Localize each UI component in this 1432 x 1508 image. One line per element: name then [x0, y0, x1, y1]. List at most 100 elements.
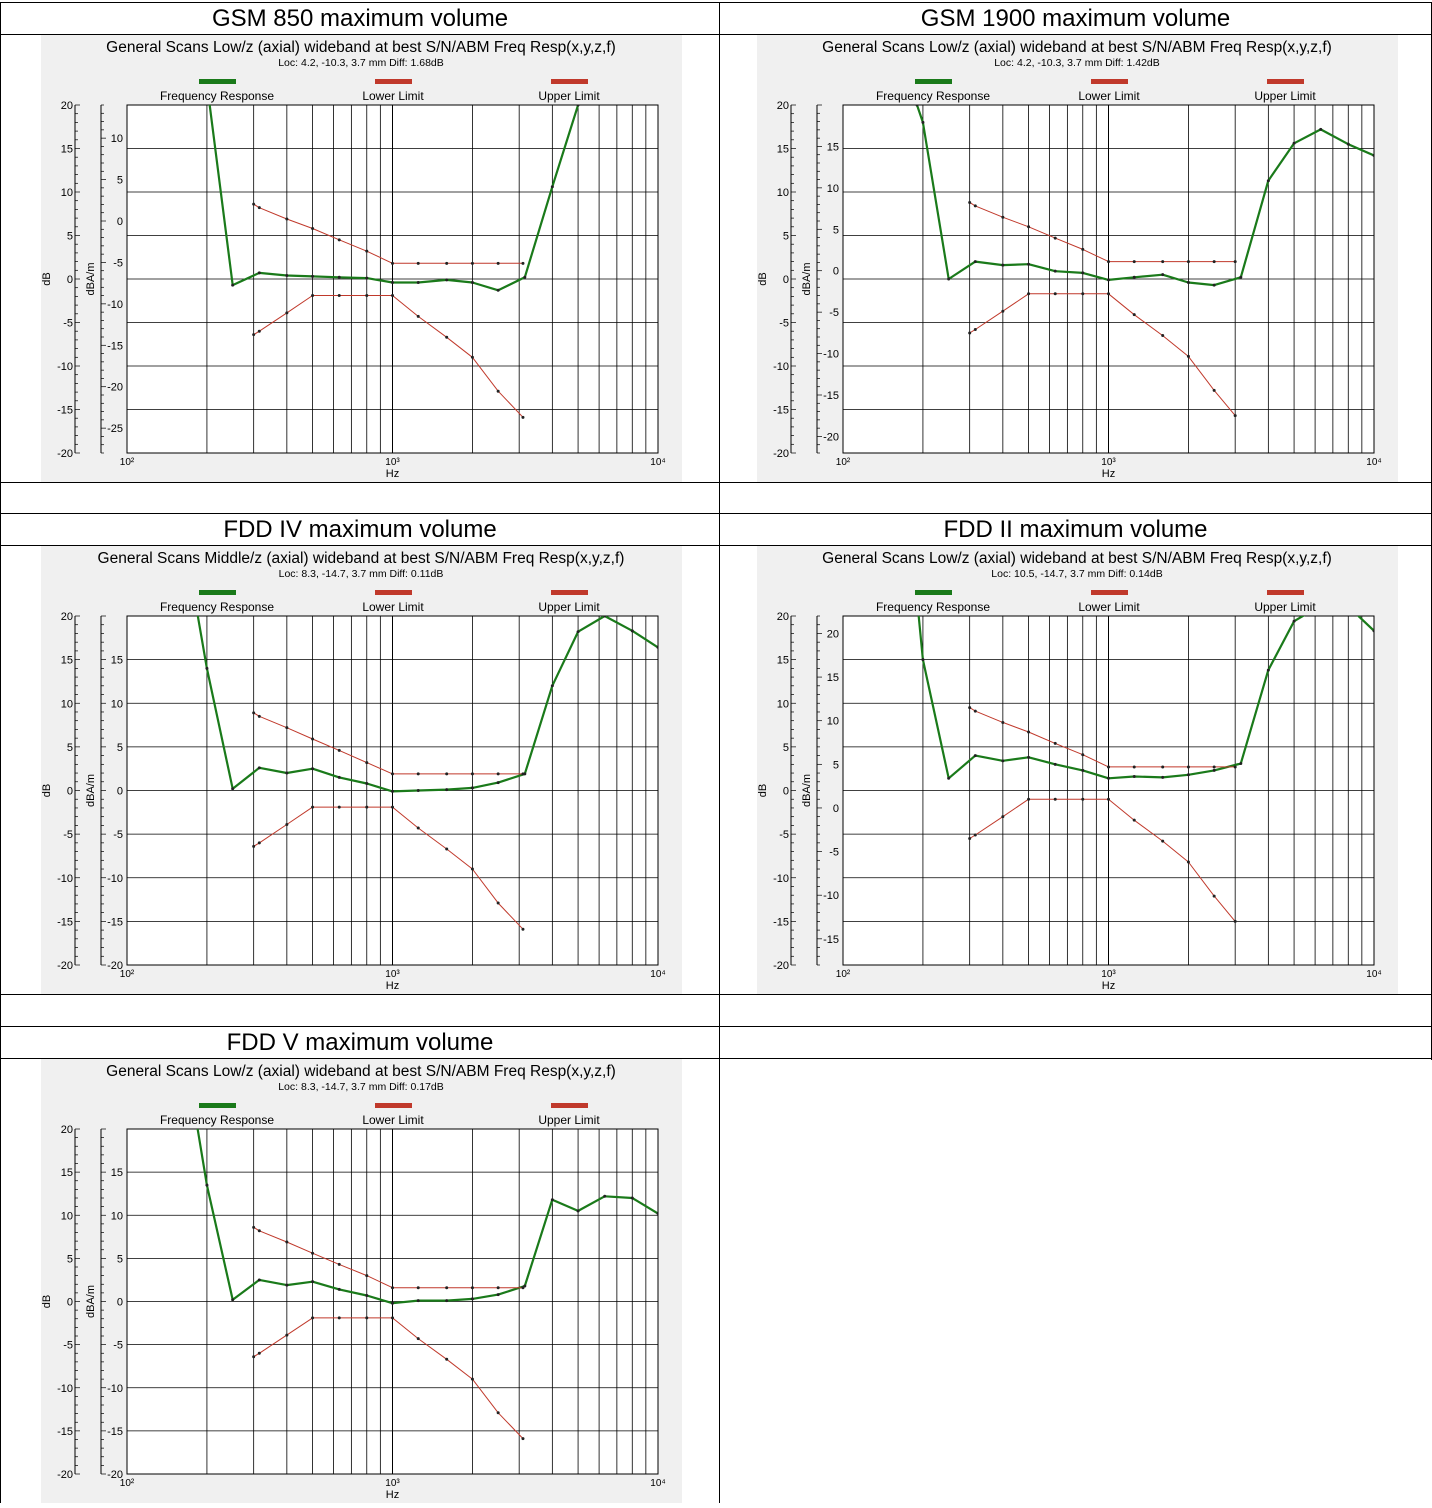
y-tick-label-right: 0 — [833, 803, 839, 815]
data-point — [1107, 776, 1110, 780]
chart-title: General Scans Low/z (axial) wideband at … — [822, 550, 1332, 567]
chart-title: General Scans Low/z (axial) wideband at … — [106, 39, 616, 56]
table-row-line — [0, 545, 1432, 546]
x-tick-label: 10⁴ — [650, 457, 665, 468]
data-point — [311, 767, 315, 771]
data-point — [252, 844, 256, 848]
x-axis-label: Hz — [1102, 980, 1115, 992]
data-point — [1186, 260, 1190, 264]
y-tick-label-left: 5 — [67, 231, 73, 243]
y-tick-label-left: 10 — [61, 698, 73, 710]
data-point — [337, 294, 341, 298]
data-point — [1161, 765, 1165, 769]
y-tick-label-left: 20 — [61, 100, 73, 112]
y-tick-label-left: -20 — [57, 960, 73, 972]
data-point — [1132, 275, 1136, 279]
chart-title: General Scans Middle/z (axial) wideband … — [98, 550, 625, 567]
data-point — [257, 329, 261, 333]
data-point — [576, 630, 580, 634]
chart-panel-gsm850: General Scans Low/z (axial) wideband at … — [41, 35, 682, 482]
data-point — [521, 1286, 525, 1290]
y-tick-label-left: 5 — [783, 742, 789, 754]
data-point — [470, 867, 474, 871]
legend-lower-limit-label: Lower Limit — [362, 89, 424, 103]
legend-frequency-response-label: Frequency Response — [876, 600, 990, 614]
y-tick-label-right: 5 — [833, 759, 839, 771]
data-point — [257, 766, 261, 770]
y-tick-label-left: 5 — [67, 1253, 73, 1265]
data-point — [1347, 605, 1350, 608]
data-point — [630, 1196, 634, 1200]
data-point — [1161, 273, 1165, 277]
table-border-left — [0, 2, 1, 1503]
legend-frequency-response-label: Frequency Response — [160, 600, 274, 614]
data-point — [416, 261, 420, 265]
data-point — [1001, 263, 1005, 267]
data-point — [1132, 765, 1136, 769]
series-upper-limit — [252, 202, 525, 265]
data-point — [1107, 765, 1110, 769]
y-tick-label-right: -20 — [107, 960, 123, 972]
data-point — [496, 1411, 500, 1415]
legend-frequency-response-swatch — [915, 79, 952, 84]
x-axis-label: Hz — [1102, 468, 1115, 480]
data-point — [973, 327, 977, 331]
data-point — [445, 847, 449, 851]
data-point — [968, 200, 972, 204]
data-point — [1081, 271, 1085, 275]
table-row-line — [0, 1058, 1432, 1059]
frequency-response-chart: General Scans Low/z (axial) wideband at … — [757, 550, 1382, 992]
cell-title-gsm1900: GSM 1900 maximum volume — [920, 5, 1231, 32]
data-point — [445, 772, 449, 776]
data-point — [391, 772, 394, 776]
data-point — [1186, 354, 1190, 358]
data-point — [496, 772, 500, 776]
data-point — [550, 1198, 554, 1202]
y-tick-label-right: 10 — [111, 698, 123, 710]
y-tick-label-left: -15 — [57, 1426, 73, 1438]
legend-frequency-response-swatch — [915, 590, 952, 595]
y-tick-label-left: 15 — [777, 144, 789, 156]
data-point — [1027, 262, 1031, 266]
y-tick-label-left: 20 — [777, 100, 789, 112]
x-tick-label: 10² — [120, 1478, 135, 1489]
data-point — [257, 841, 261, 845]
data-point — [337, 775, 341, 779]
y-tick-label-right: -15 — [107, 340, 123, 352]
data-point — [1161, 334, 1165, 338]
y-tick-label-right: 10 — [111, 1210, 123, 1222]
y-tick-label-right: -20 — [107, 1469, 123, 1481]
y-tick-label-left: -15 — [57, 405, 73, 417]
data-point — [1001, 720, 1005, 724]
data-point — [391, 1286, 394, 1290]
data-point — [311, 805, 315, 809]
data-point — [252, 1225, 256, 1229]
cell-title-fdd4: FDD IV maximum volume — [223, 516, 497, 543]
chart-title: General Scans Low/z (axial) wideband at … — [106, 1063, 616, 1080]
data-point — [1212, 260, 1216, 264]
data-point — [1186, 765, 1190, 769]
data-point — [337, 1262, 341, 1266]
y-tick-label-right: -20 — [107, 382, 123, 394]
series-frequency-response-line — [208, 105, 580, 292]
x-tick-label: 10³ — [385, 1478, 400, 1489]
y-tick-label-right: -5 — [113, 1340, 123, 1352]
data-point — [1186, 280, 1190, 284]
series-lower-limit-line — [253, 806, 524, 930]
data-point — [1233, 260, 1237, 264]
table-row-line — [0, 34, 1432, 35]
y-tick-label-right: 15 — [111, 655, 123, 667]
data-point — [1239, 275, 1243, 279]
series-upper-limit — [968, 200, 1237, 264]
data-point — [365, 1274, 369, 1278]
data-point — [1212, 388, 1216, 392]
data-point — [1081, 797, 1085, 801]
data-point — [1266, 668, 1270, 672]
data-point — [1027, 730, 1031, 734]
data-point — [968, 706, 972, 710]
legend-frequency-response-label: Frequency Response — [160, 1113, 274, 1127]
legend-upper-limit-label: Upper Limit — [538, 600, 600, 614]
data-point — [311, 1251, 315, 1255]
data-point — [445, 261, 449, 265]
series-upper-limit — [252, 711, 525, 776]
